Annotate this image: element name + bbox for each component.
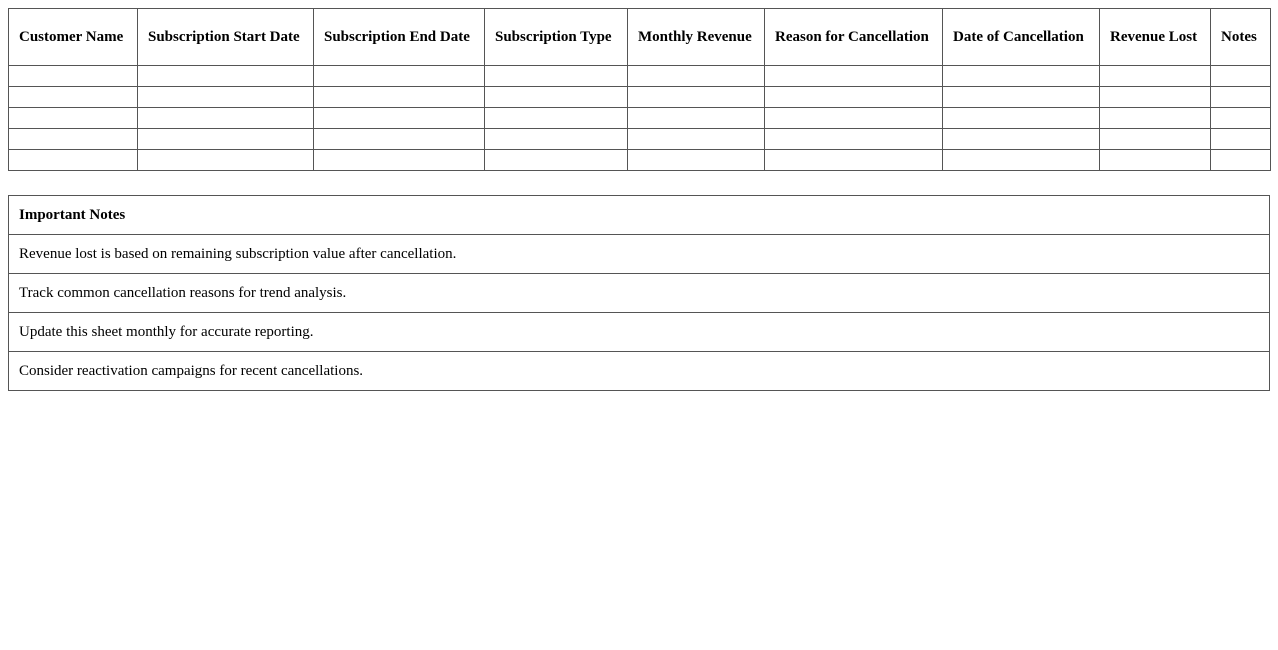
table-row [8, 65, 1271, 87]
table-cell[interactable] [8, 107, 138, 129]
table-cell[interactable] [627, 86, 765, 108]
table-cell[interactable] [137, 128, 314, 150]
table-row [8, 128, 1271, 150]
column-header: Subscription Type [484, 8, 628, 66]
table-cell[interactable] [1099, 128, 1211, 150]
table-cell[interactable] [137, 149, 314, 171]
column-header: Subscription End Date [313, 8, 485, 66]
important-notes-table: Important Notes Revenue lost is based on… [8, 195, 1270, 391]
table-cell[interactable] [8, 86, 138, 108]
note-item: Revenue lost is based on remaining subsc… [8, 234, 1270, 274]
table-cell[interactable] [484, 86, 628, 108]
table-cell[interactable] [313, 65, 485, 87]
note-row: Revenue lost is based on remaining subsc… [8, 234, 1270, 274]
table-cell[interactable] [313, 128, 485, 150]
column-header: Customer Name [8, 8, 138, 66]
table-cell[interactable] [484, 65, 628, 87]
table-cell[interactable] [1210, 107, 1271, 129]
table-cell[interactable] [8, 128, 138, 150]
table-cell[interactable] [942, 65, 1100, 87]
note-item: Track common cancellation reasons for tr… [8, 273, 1270, 313]
column-header: Revenue Lost [1099, 8, 1211, 66]
table-cell[interactable] [764, 86, 943, 108]
table-cell[interactable] [764, 107, 943, 129]
table-cell[interactable] [627, 128, 765, 150]
table-cell[interactable] [1210, 128, 1271, 150]
table-cell[interactable] [484, 107, 628, 129]
table-cell[interactable] [1210, 86, 1271, 108]
table-row [8, 107, 1271, 129]
table-cell[interactable] [313, 86, 485, 108]
table-cell[interactable] [1099, 149, 1211, 171]
column-header: Monthly Revenue [627, 8, 765, 66]
table-cell[interactable] [1099, 107, 1211, 129]
table-row [8, 149, 1271, 171]
table-row [8, 86, 1271, 108]
notes-title: Important Notes [8, 195, 1270, 235]
table-cell[interactable] [942, 86, 1100, 108]
table-cell[interactable] [764, 128, 943, 150]
table-cell[interactable] [313, 149, 485, 171]
table-cell[interactable] [764, 149, 943, 171]
table-cell[interactable] [137, 65, 314, 87]
table-cell[interactable] [1210, 65, 1271, 87]
table-cell[interactable] [942, 128, 1100, 150]
column-header: Date of Cancellation [942, 8, 1100, 66]
column-header: Notes [1210, 8, 1271, 66]
header-row: Customer Name Subscription Start Date Subs… [8, 8, 1271, 66]
table-cell[interactable] [137, 107, 314, 129]
note-item: Update this sheet monthly for accurate r… [8, 312, 1270, 352]
note-row: Consider reactivation campaigns for rece… [8, 351, 1270, 391]
table-cell[interactable] [942, 107, 1100, 129]
table-cell[interactable] [942, 149, 1100, 171]
column-header: Reason for Cancellation [764, 8, 943, 66]
table-cell[interactable] [8, 65, 138, 87]
note-item: Consider reactivation campaigns for rece… [8, 351, 1270, 391]
table-cell[interactable] [313, 107, 485, 129]
table-cell[interactable] [137, 86, 314, 108]
note-row: Track common cancellation reasons for tr… [8, 273, 1270, 313]
table-cell[interactable] [484, 128, 628, 150]
table-cell[interactable] [8, 149, 138, 171]
column-header: Subscription Start Date [137, 8, 314, 66]
table-cell[interactable] [627, 107, 765, 129]
table-cell[interactable] [627, 149, 765, 171]
table-cell[interactable] [627, 65, 765, 87]
table-cell[interactable] [1210, 149, 1271, 171]
notes-header-row: Important Notes [8, 195, 1270, 235]
table-cell[interactable] [484, 149, 628, 171]
note-row: Update this sheet monthly for accurate r… [8, 312, 1270, 352]
table-cell[interactable] [1099, 65, 1211, 87]
cancellation-table: Customer Name Subscription Start Date Subs… [8, 8, 1271, 171]
table-cell[interactable] [1099, 86, 1211, 108]
table-cell[interactable] [764, 65, 943, 87]
